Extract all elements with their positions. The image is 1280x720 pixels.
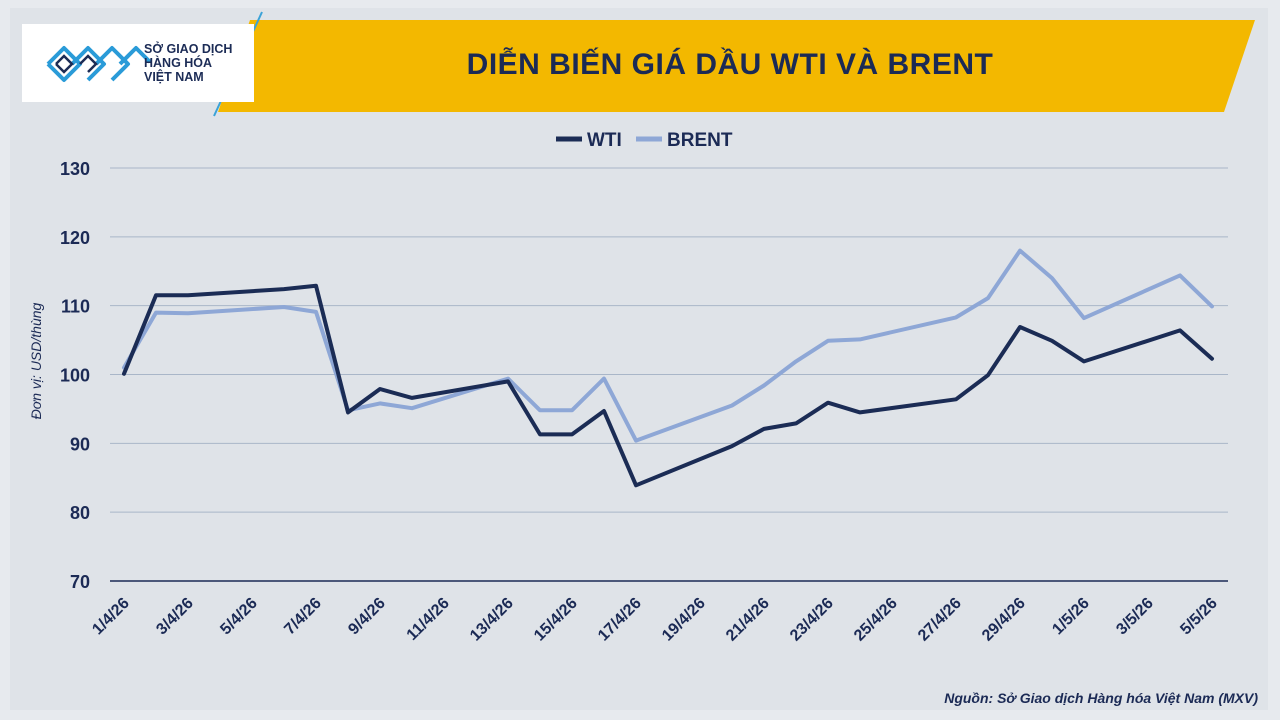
x-tick-label: 11/4/26: [404, 595, 453, 644]
header-banner: [218, 20, 1255, 112]
series-layer: [122, 248, 1214, 488]
y-tick-label-130: 130: [60, 159, 90, 179]
y-tick-label-110: 110: [61, 297, 90, 317]
x-tick-label: 5/5/26: [1177, 595, 1221, 639]
series-line-brent: [122, 248, 1214, 443]
y-axis-label: Đơn vị: USD/thùng: [28, 302, 44, 420]
source-note: Nguồn: Sở Giao dịch Hàng hóa Việt Nam (M…: [944, 690, 1258, 706]
x-tick-label: 3/4/26: [153, 595, 197, 639]
x-tick-label: 3/5/26: [1113, 595, 1157, 639]
x-tick-label: 17/4/26: [595, 595, 645, 645]
legend-label-wti: WTI: [587, 130, 622, 151]
x-tick-label: 1/4/26: [89, 595, 133, 639]
x-tick-label: 23/4/26: [787, 595, 837, 645]
x-tick-label: 7/4/26: [281, 595, 325, 639]
brand-name: SỞ GIAO DỊCH HÀNG HÓA VIỆT NAM: [144, 42, 264, 84]
axis-layer: 70 80 90 100 110 120 130 1/4/26 3/4/26 5/4/26 7/4/…: [60, 159, 1228, 645]
mxv-logo-icon: [46, 46, 152, 82]
grid-layer: [110, 167, 1228, 513]
x-tick-label: 29/4/26: [979, 595, 1029, 645]
y-tick-label-80: 80: [70, 503, 90, 523]
y-tick-label-120: 120: [60, 228, 90, 248]
legend-label-brent: BRENT: [667, 130, 733, 151]
x-tick-label: 27/4/26: [915, 595, 965, 645]
series-line-wti: [122, 283, 1214, 488]
x-tick-label: 19/4/26: [659, 595, 709, 645]
x-tick-label: 5/4/26: [217, 595, 261, 639]
x-tick-label: 15/4/26: [531, 595, 581, 645]
brand-line-3: VIỆT NAM: [144, 70, 204, 84]
brand-line-2: HÀNG HÓA: [144, 56, 213, 70]
chart-title: DIỄN BIẾN GIÁ DẦU WTI VÀ BRENT: [466, 48, 994, 81]
y-tick-label-90: 90: [70, 434, 90, 454]
x-tick-label: 13/4/26: [467, 595, 517, 645]
x-tick-label: 25/4/26: [851, 595, 901, 645]
legend: WTI BRENT: [556, 130, 733, 151]
x-tick-label: 1/5/26: [1049, 595, 1093, 639]
x-tick-label: 21/4/26: [723, 595, 773, 645]
logo-box: SỞ GIAO DỊCH HÀNG HÓA VIỆT NAM: [22, 24, 254, 102]
x-tick-label: 9/4/26: [345, 595, 389, 639]
y-tick-label-70: 70: [70, 572, 90, 592]
y-tick-label-100: 100: [60, 366, 90, 386]
brand-line-1: SỞ GIAO DỊCH: [144, 42, 233, 56]
background-panel: [10, 8, 1268, 710]
